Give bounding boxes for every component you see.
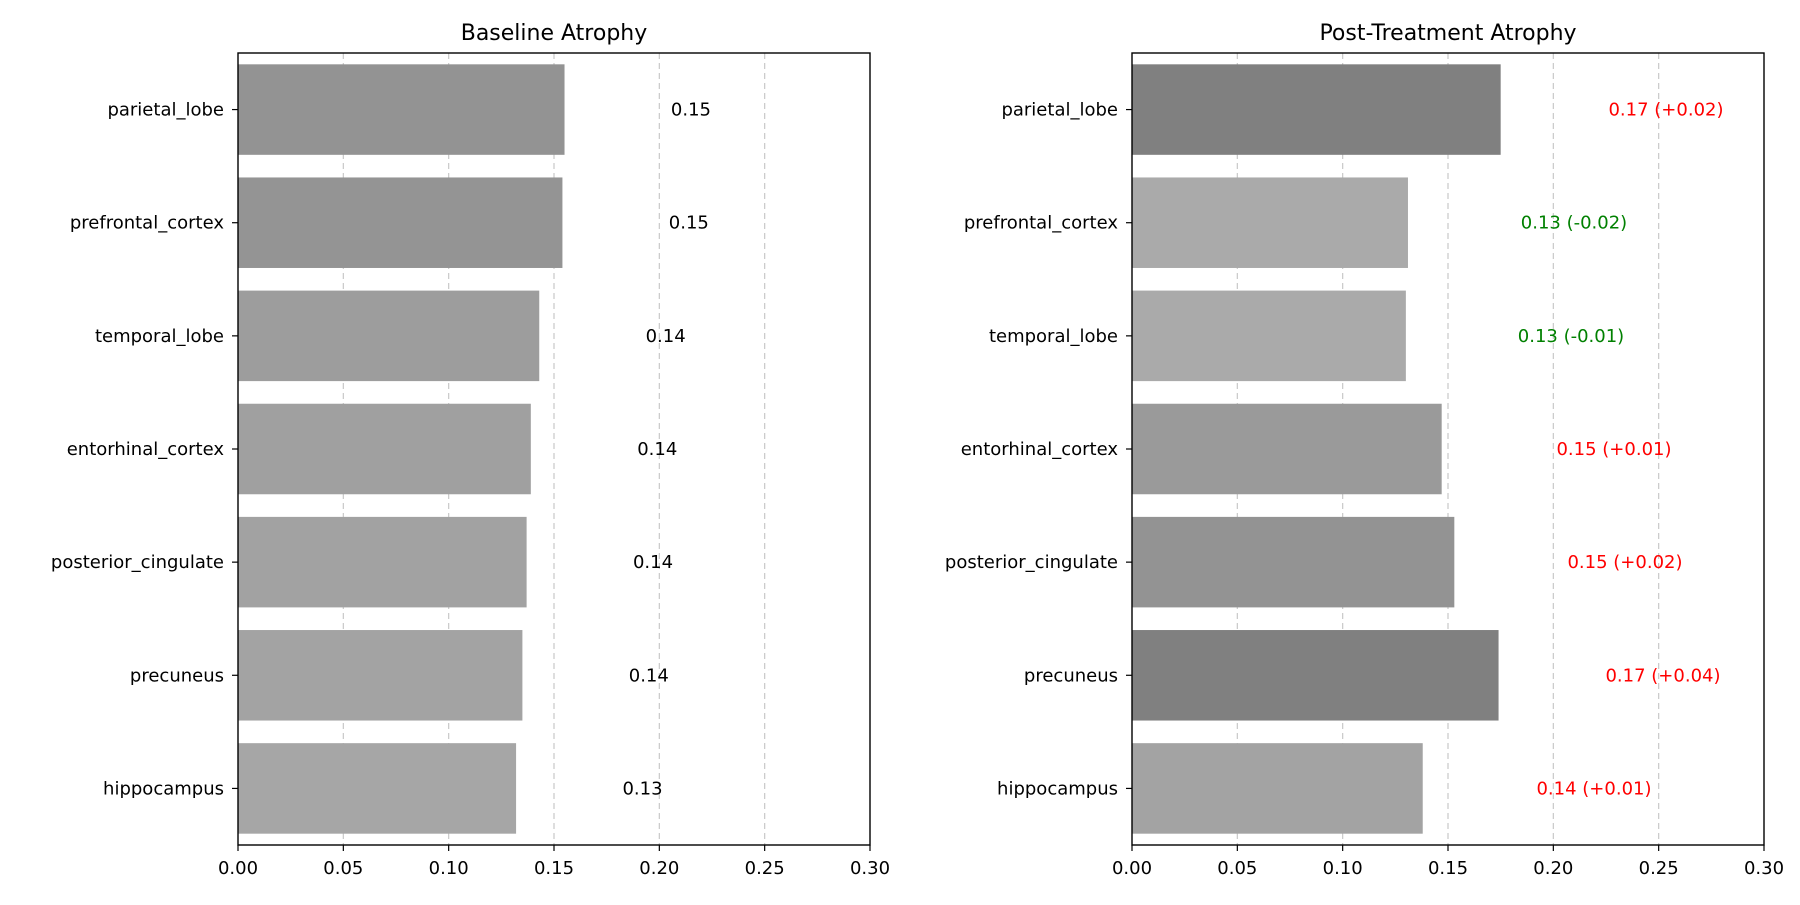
post-treatment-xtick-label: 0.00 (1112, 858, 1152, 879)
baseline-category-label: entorhinal_cortex (67, 439, 225, 460)
baseline-xtick-label: 0.15 (534, 858, 574, 879)
baseline-xtick-label: 0.00 (218, 858, 258, 879)
post-treatment-value-label: 0.13 (-0.01) (1518, 326, 1624, 347)
post-treatment-category-label: entorhinal_cortex (961, 439, 1119, 460)
baseline-value-label: 0.14 (646, 326, 686, 347)
baseline-category-label: precuneus (130, 665, 224, 686)
post-treatment-xtick-label: 0.25 (1639, 858, 1679, 879)
post-treatment-bar-precuneus (1132, 630, 1499, 721)
baseline-value-label: 0.14 (633, 552, 673, 573)
baseline-bar-precuneus (238, 630, 523, 721)
post-treatment-xtick-label: 0.20 (1533, 858, 1573, 879)
post-treatment-category-label: prefrontal_cortex (964, 213, 1118, 234)
baseline-bar-posterior-cingulate (238, 516, 527, 608)
baseline-value-label: 0.15 (669, 213, 709, 234)
baseline-xtick-label: 0.10 (429, 858, 469, 879)
post-treatment-bar-posterior-cingulate (1132, 516, 1455, 608)
baseline-panel: Baseline Atrophy parietal_lobe 0.15 prefro… (51, 21, 890, 879)
post-treatment-xtick-label: 0.10 (1323, 858, 1363, 879)
post-treatment-xtick-label: 0.15 (1428, 858, 1468, 879)
post-treatment-category-label: parietal_lobe (1001, 100, 1118, 121)
baseline-xtick-label: 0.25 (745, 858, 785, 879)
post-treatment-bar-prefrontal-cortex (1132, 177, 1408, 268)
post-treatment-value-label: 0.13 (-0.02) (1521, 213, 1627, 234)
baseline-bar-hippocampus (238, 743, 517, 834)
baseline-category-label: posterior_cingulate (51, 552, 224, 573)
post-treatment-bar-hippocampus (1132, 743, 1423, 834)
post-treatment-bar-parietal-lobe (1132, 64, 1501, 155)
post-treatment-value-label: 0.17 (+0.04) (1605, 665, 1720, 686)
post-treatment-panel: Post-Treatment Atrophy parietal_lobe 0.17… (945, 21, 1784, 879)
post-treatment-value-label: 0.15 (+0.01) (1556, 439, 1671, 460)
post-treatment-category-label: posterior_cingulate (945, 552, 1118, 573)
baseline-category-label: parietal_lobe (107, 100, 224, 121)
post-treatment-value-label: 0.15 (+0.02) (1567, 552, 1682, 573)
post-treatment-category-label: temporal_lobe (989, 326, 1118, 347)
baseline-category-label: temporal_lobe (95, 326, 224, 347)
post-treatment-value-label: 0.17 (+0.02) (1608, 100, 1723, 121)
post-treatment-category-label: precuneus (1024, 665, 1118, 686)
baseline-value-label: 0.15 (671, 100, 711, 121)
baseline-value-label: 0.13 (622, 778, 662, 799)
post-treatment-xtick-label: 0.05 (1217, 858, 1257, 879)
post-treatment-value-label: 0.14 (+0.01) (1536, 778, 1651, 799)
baseline-category-label: prefrontal_cortex (70, 213, 224, 234)
post-treatment-bar-entorhinal-cortex (1132, 403, 1442, 495)
post-treatment-category-label: hippocampus (997, 778, 1118, 799)
baseline-chart-title: Baseline Atrophy (461, 21, 648, 46)
baseline-bar-temporal-lobe (238, 290, 540, 382)
baseline-xtick-label: 0.20 (639, 858, 679, 879)
baseline-bar-entorhinal-cortex (238, 403, 531, 495)
baseline-category-label: hippocampus (103, 778, 224, 799)
post-treatment-chart-title: Post-Treatment Atrophy (1319, 21, 1576, 46)
baseline-xtick-label: 0.30 (850, 858, 890, 879)
baseline-value-label: 0.14 (637, 439, 677, 460)
post-treatment-xtick-label: 0.30 (1744, 858, 1784, 879)
baseline-bar-parietal-lobe (238, 64, 565, 155)
baseline-value-label: 0.14 (629, 665, 669, 686)
post-treatment-bar-temporal-lobe (1132, 290, 1406, 382)
baseline-bar-prefrontal-cortex (238, 177, 563, 268)
baseline-xtick-label: 0.05 (323, 858, 363, 879)
